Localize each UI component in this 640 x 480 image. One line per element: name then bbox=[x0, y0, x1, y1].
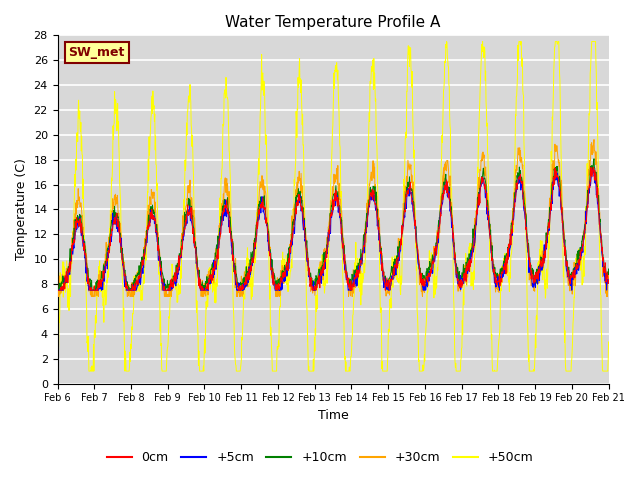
+5cm bbox=[590, 166, 598, 171]
+30cm bbox=[540, 265, 547, 271]
0cm bbox=[163, 288, 171, 293]
+10cm bbox=[605, 266, 612, 272]
0cm bbox=[238, 287, 246, 292]
0cm bbox=[419, 281, 427, 287]
+30cm bbox=[176, 252, 184, 258]
0cm bbox=[491, 271, 499, 277]
+50cm bbox=[479, 39, 486, 45]
+10cm bbox=[419, 276, 427, 281]
+30cm bbox=[491, 279, 499, 285]
Line: +30cm: +30cm bbox=[58, 140, 609, 297]
0cm bbox=[605, 278, 612, 284]
Line: 0cm: 0cm bbox=[58, 168, 609, 290]
+10cm bbox=[54, 280, 61, 286]
+10cm bbox=[163, 283, 171, 289]
+5cm bbox=[540, 261, 547, 267]
Title: Water Temperature Profile A: Water Temperature Profile A bbox=[225, 15, 441, 30]
Line: +10cm: +10cm bbox=[58, 159, 609, 290]
+5cm bbox=[491, 280, 499, 286]
+5cm bbox=[419, 284, 426, 290]
Text: SW_met: SW_met bbox=[68, 46, 125, 59]
+10cm bbox=[491, 264, 499, 270]
+10cm bbox=[54, 288, 62, 293]
+30cm bbox=[590, 137, 598, 143]
+5cm bbox=[238, 285, 246, 291]
+5cm bbox=[605, 279, 612, 285]
+50cm bbox=[54, 336, 61, 341]
+50cm bbox=[419, 362, 427, 368]
+5cm bbox=[54, 288, 61, 293]
+10cm bbox=[238, 280, 246, 286]
+10cm bbox=[177, 251, 184, 257]
+50cm bbox=[177, 280, 184, 286]
+10cm bbox=[590, 156, 598, 162]
+5cm bbox=[176, 253, 184, 259]
Y-axis label: Temperature (C): Temperature (C) bbox=[15, 158, 28, 260]
0cm bbox=[540, 252, 547, 258]
Legend: 0cm, +5cm, +10cm, +30cm, +50cm: 0cm, +5cm, +10cm, +30cm, +50cm bbox=[102, 446, 538, 469]
+30cm bbox=[163, 294, 170, 300]
X-axis label: Time: Time bbox=[317, 409, 348, 422]
+50cm bbox=[163, 349, 171, 355]
+30cm bbox=[54, 294, 61, 300]
+50cm bbox=[540, 262, 548, 268]
+50cm bbox=[605, 339, 612, 345]
+50cm bbox=[492, 368, 499, 374]
+30cm bbox=[419, 294, 426, 300]
+5cm bbox=[163, 288, 170, 293]
0cm bbox=[587, 165, 595, 170]
+30cm bbox=[605, 281, 612, 287]
0cm bbox=[54, 288, 61, 293]
+50cm bbox=[85, 368, 93, 374]
Line: +50cm: +50cm bbox=[58, 42, 609, 371]
+10cm bbox=[540, 252, 547, 258]
0cm bbox=[54, 287, 61, 293]
0cm bbox=[177, 252, 184, 258]
+50cm bbox=[238, 337, 246, 343]
+30cm bbox=[238, 288, 246, 293]
Line: +5cm: +5cm bbox=[58, 168, 609, 290]
